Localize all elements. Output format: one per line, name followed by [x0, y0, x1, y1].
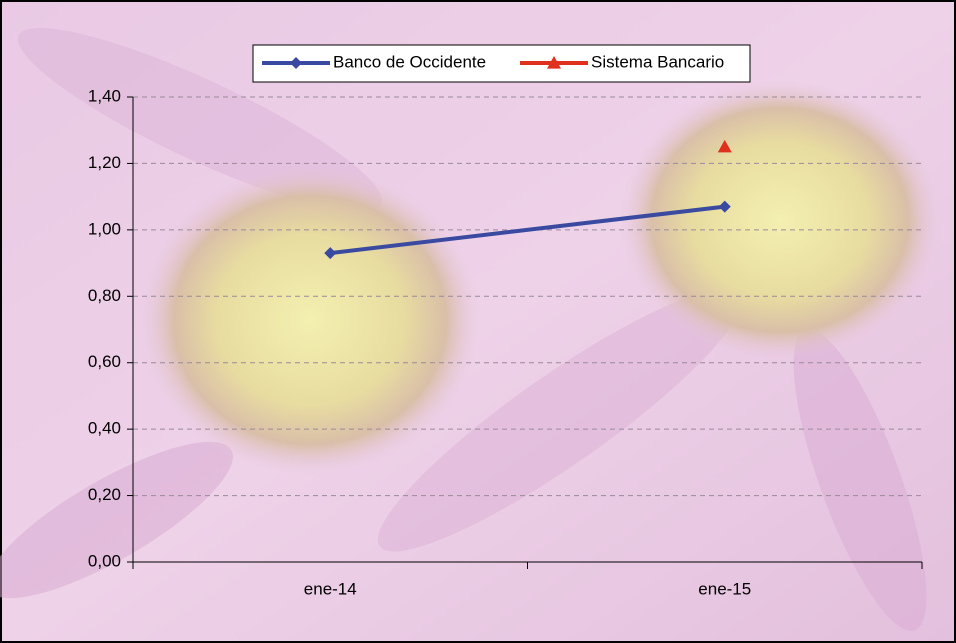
- x-tick-label: ene-14: [304, 579, 357, 598]
- y-tick-label: 0,40: [88, 419, 121, 438]
- x-tick-label: ene-15: [698, 579, 751, 598]
- chart: Banco de Occidente Sistema Bancario 0,00 0…: [0, 0, 956, 643]
- background: [0, 0, 955, 643]
- y-tick-label: 1,20: [88, 153, 121, 172]
- y-tick-label: 1,40: [88, 86, 121, 105]
- y-tick-label: 0,80: [88, 286, 121, 305]
- y-tick-label: 0,60: [88, 352, 121, 371]
- y-tick-label: 1,00: [88, 219, 121, 238]
- y-tick-label: 0,00: [88, 551, 121, 570]
- legend-label: Banco de Occidente: [333, 52, 486, 71]
- y-tick-label: 0,20: [88, 485, 121, 504]
- legend: Banco de Occidente Sistema Bancario: [253, 45, 750, 82]
- legend-label: Sistema Bancario: [591, 52, 724, 71]
